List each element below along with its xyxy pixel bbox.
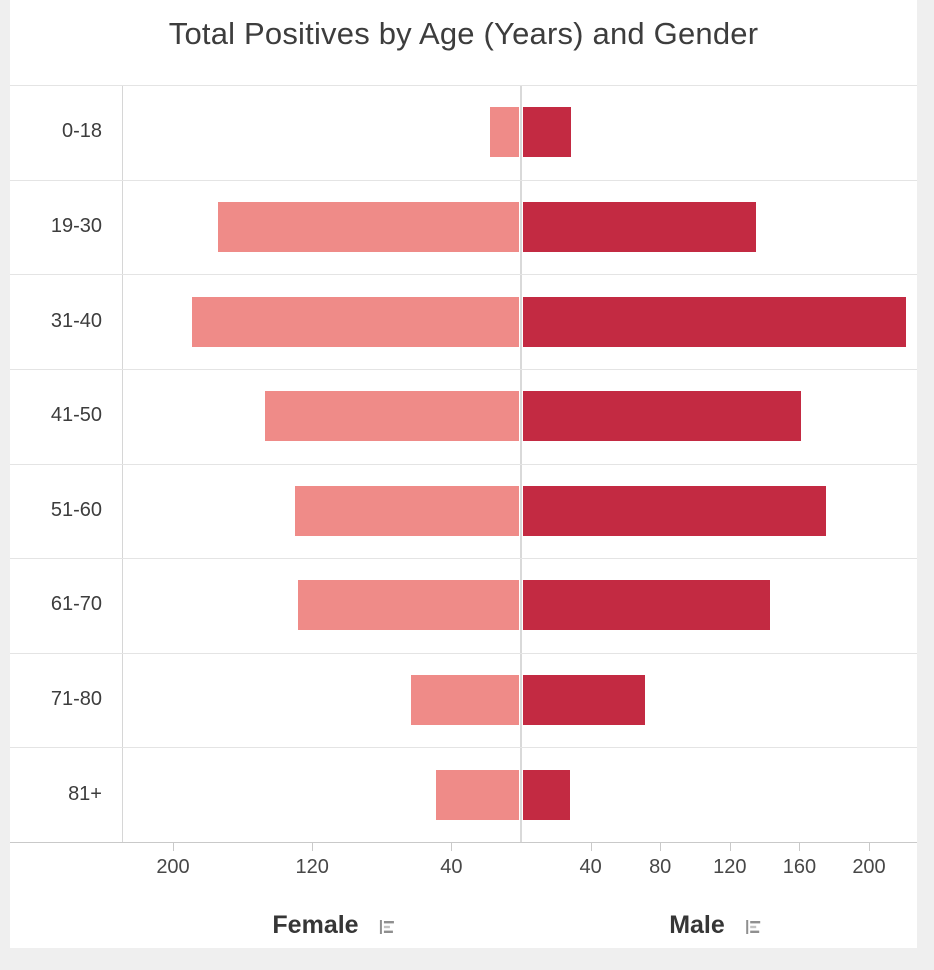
age-group-label: 71-80 — [50, 688, 102, 711]
x-axis-tick — [729, 842, 731, 851]
x-axis-title-male: Male — [669, 911, 761, 943]
x-axis-tick-label: 120 — [713, 856, 747, 878]
x-axis-tick — [799, 842, 801, 851]
row-separator — [10, 652, 917, 654]
x-axis-tick-label: 40 — [579, 856, 602, 878]
row-separator — [10, 463, 917, 465]
age-group-label: 61-70 — [50, 593, 102, 616]
sort-lines-icon[interactable] — [379, 914, 395, 943]
x-axis-tick-label: 200 — [852, 856, 886, 878]
age-group-label: 41-50 — [50, 404, 102, 427]
age-group-label: 81+ — [68, 782, 102, 805]
bar-male-71-80[interactable] — [522, 674, 646, 727]
bar-female-51-60[interactable] — [293, 484, 520, 537]
bar-female-41-50[interactable] — [264, 390, 520, 443]
x-axis-tick-label: 160 — [782, 856, 817, 878]
sort-lines-icon[interactable] — [745, 914, 761, 943]
x-axis-tick-label: 40 — [440, 856, 463, 878]
x-axis-tick — [173, 842, 174, 851]
bar-male-41-50[interactable] — [522, 390, 803, 443]
x-axis-title-female-label: Female — [272, 911, 359, 939]
bar-male-0-18[interactable] — [522, 106, 573, 159]
bar-female-61-70[interactable] — [297, 579, 520, 632]
age-group-label: 31-40 — [50, 309, 102, 332]
row-separator — [10, 179, 917, 181]
row-separator — [10, 747, 917, 749]
x-axis-tick — [869, 842, 870, 851]
row-separator — [10, 274, 917, 276]
bar-female-71-80[interactable] — [410, 674, 520, 727]
bar-female-31-40[interactable] — [191, 295, 520, 348]
bar-male-19-30[interactable] — [522, 200, 757, 253]
bar-male-31-40[interactable] — [522, 295, 907, 348]
bar-female-81+[interactable] — [434, 768, 520, 821]
plot-area: 0-18 19-30 31-40 41-50 51-60 61-70 71-80 81+ 200… — [10, 0, 917, 948]
x-axis-title-male-label: Male — [669, 911, 725, 939]
x-axis-tick-label: 200 — [156, 856, 190, 878]
x-axis-title-female: Female — [272, 911, 394, 943]
x-axis-tick — [660, 842, 662, 851]
row-separator — [10, 368, 917, 370]
x-axis-tick — [590, 842, 592, 851]
age-group-label: 19-30 — [50, 214, 102, 237]
bar-male-81+[interactable] — [522, 768, 571, 821]
x-axis-tick-label: 80 — [649, 856, 672, 878]
bar-male-51-60[interactable] — [522, 484, 827, 537]
bar-male-61-70[interactable] — [522, 579, 771, 632]
x-axis-tick — [312, 842, 314, 851]
bar-female-19-30[interactable] — [217, 200, 520, 253]
x-axis-line — [10, 842, 917, 843]
chart-card: Total Positives by Age (Years) and Gende… — [10, 0, 917, 948]
age-group-label: 51-60 — [50, 498, 102, 521]
row-separator — [10, 558, 917, 560]
row-separator — [10, 85, 917, 86]
x-axis-tick-label: 120 — [295, 856, 329, 878]
chart-title: Total Positives by Age (Years) and Gende… — [168, 16, 759, 51]
bar-female-0-18[interactable] — [488, 106, 520, 159]
x-axis-tick — [451, 842, 453, 851]
age-group-label: 0-18 — [61, 120, 102, 143]
